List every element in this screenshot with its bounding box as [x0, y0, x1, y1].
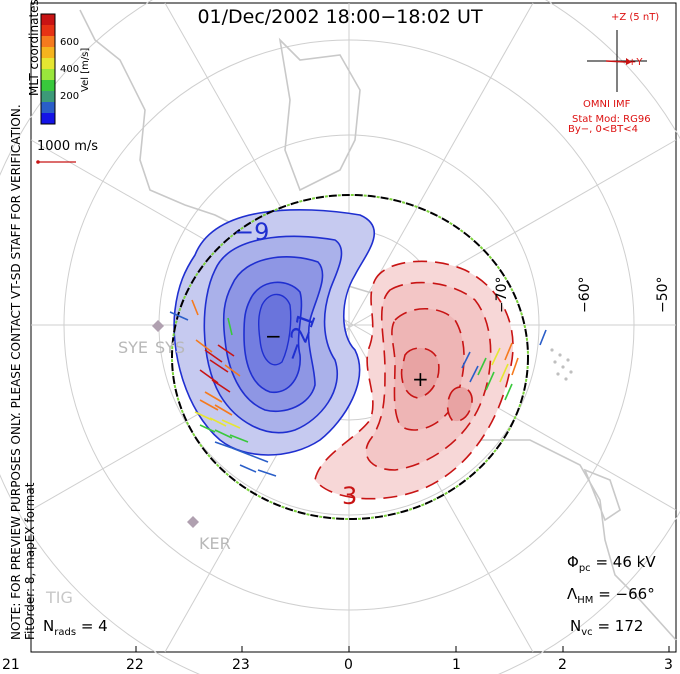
colorbar-segment: [41, 113, 55, 125]
nvc-value: = 172: [597, 617, 644, 635]
mlt-axis-label-22: 22: [126, 657, 144, 673]
phi-symbol: Φ: [567, 553, 579, 571]
velocity-vectors-dawn: [461, 329, 573, 401]
mlt-axis-label-2: 2: [558, 657, 567, 673]
velocity-colorbar: [41, 14, 55, 125]
latitude-label-60: −60°: [577, 276, 593, 313]
colorbar-segment: [41, 91, 55, 103]
mlt-axis-label-3: 3: [664, 657, 673, 673]
contour-label-pos3: 3: [342, 482, 358, 510]
imf-dial: [587, 30, 647, 92]
nvc-symbol: N: [570, 617, 582, 635]
mlt-axis-label-21: 21: [2, 657, 20, 673]
nrads-symbol: N: [43, 617, 55, 635]
potential-maximum-marker: +: [412, 367, 429, 391]
velocity-vectors-dusk: [169, 299, 277, 477]
colorbar-segment: [41, 25, 55, 37]
station-label-sye: SYE: [118, 338, 149, 357]
imf-source: OMNI IMF: [583, 99, 631, 110]
colorbar-tick-200: 200: [60, 91, 80, 102]
nrads-value: = 4: [80, 617, 108, 635]
station-label-ker: KER: [199, 534, 231, 553]
colorbar-segment: [41, 58, 55, 70]
mlt-axis-label-1: 1: [452, 657, 461, 673]
colorbar-tick-600: 600: [60, 37, 80, 48]
stat-model: Stat Mod: RG96: [572, 114, 651, 125]
colorbar-segment: [41, 102, 55, 114]
nrads-subscript: rads: [54, 627, 77, 638]
colorbar-segment: [41, 14, 55, 26]
mlt-axis-label-23: 23: [232, 657, 250, 673]
station-label-sys: SYS: [155, 338, 186, 357]
mlt-axis-ticks: [30, 646, 670, 652]
colorbar-label: Vel [m/s]: [80, 47, 91, 92]
colorbar-segment: [41, 80, 55, 92]
phi-value: = 46 kV: [595, 553, 656, 571]
negative-potential-cell: [173, 209, 375, 456]
coordinate-system-label: MLT coordinates: [27, 0, 41, 96]
vector-count: Nvc = 172: [570, 617, 643, 638]
colorbar-segment: [41, 69, 55, 81]
imf-condition: By−, 0<BT<4: [568, 124, 638, 135]
nvc-subscript: vc: [581, 627, 593, 638]
plot-frame: [30, 2, 677, 653]
plot-title: 01/Dec/2002 18:00−18:02 UT: [197, 6, 483, 28]
cross-polar-potential: Φpc = 46 kV: [567, 553, 656, 574]
scale-vector-label: 1000 m/s: [37, 139, 99, 154]
contour-label-neg9: −9: [234, 218, 270, 246]
potential-minimum-marker: −: [265, 324, 282, 348]
hm-latitude: ΛHM = −66°: [567, 585, 655, 606]
colorbar-tick-400: 400: [60, 64, 80, 75]
station-label-tig: TIG: [46, 588, 73, 607]
preview-note: NOTE: FOR PREVIEW PURPOSES ONLY. PLEASE …: [9, 104, 37, 640]
scale-vector-origin: [36, 160, 40, 164]
imf-plus-z: +Z (5 nT): [611, 12, 660, 23]
colorbar-frame: [40, 13, 56, 125]
lambda-value: = −66°: [598, 585, 655, 603]
latitude-label-50: −50°: [655, 276, 671, 313]
fit-order-note: FitOrder: 8, mapEX format: [23, 482, 37, 640]
colorbar-segment: [41, 47, 55, 59]
latitude-label-70: −70°: [494, 276, 510, 313]
preview-note-line1: NOTE: FOR PREVIEW PURPOSES ONLY. PLEASE …: [9, 104, 23, 640]
colorbar-segment: [41, 36, 55, 48]
hm-boundary: [171, 194, 529, 520]
phi-subscript: pc: [578, 563, 591, 574]
mlt-axis-label-0: 0: [344, 657, 353, 673]
positive-potential-cell: [314, 260, 514, 500]
lambda-symbol: Λ: [567, 585, 578, 603]
radar-count: Nrads = 4: [43, 617, 108, 638]
lambda-subscript: HM: [577, 595, 594, 606]
station-markers: [152, 320, 199, 528]
imf-plus-y: +Y: [628, 57, 643, 68]
